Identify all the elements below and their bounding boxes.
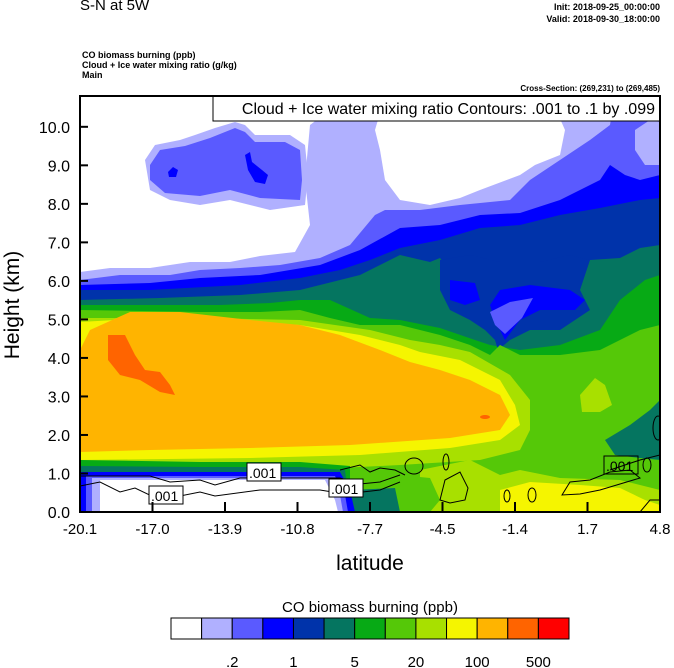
contour-line	[609, 454, 660, 471]
contour-label: .001	[151, 488, 178, 504]
contour-labels: .001 .001 .001 .001	[148, 455, 639, 505]
x-tick-label: -1.4	[502, 521, 528, 538]
contour-line	[442, 453, 450, 471]
cross-section-label: Cross-Section: (269,231) to (269,485)	[520, 84, 660, 93]
x-tick-label: -13.9	[208, 521, 242, 538]
colorbar-label: 5	[351, 654, 359, 668]
upper-cloud-core-1	[168, 167, 178, 177]
plume-darkorange	[108, 335, 175, 395]
valid-time: Valid: 2018-09-30_18:00:00	[546, 14, 660, 24]
init-time: Init: 2018-09-25_00:00:00	[553, 2, 660, 12]
colorbar-label: 1	[289, 654, 297, 668]
x-tick-label: 4.8	[650, 521, 671, 538]
white-pocket	[375, 96, 565, 205]
colorbar-label: 100	[465, 654, 490, 668]
y-tick-label: 4.0	[48, 351, 70, 368]
contour-line	[80, 474, 401, 486]
y-tick-label: 1.0	[48, 466, 70, 483]
time-info: Init: 2018-09-25_00:00:00 Valid: 2018-09…	[546, 1, 660, 25]
x-tick-label: -17.0	[135, 521, 169, 538]
field-list: CO biomass burning (ppb) Cloud + Ice wat…	[82, 50, 237, 80]
contour-label: .001	[249, 465, 276, 481]
co-field	[80, 96, 660, 512]
x-tick-label: -4.5	[430, 521, 456, 538]
plot-title: S-N at 5W	[80, 0, 150, 14]
contour-line	[639, 499, 660, 512]
colorbar-box	[384, 617, 417, 640]
colorbar-box	[292, 617, 325, 640]
colorbar-label: 500	[526, 654, 551, 668]
colorbar-box	[231, 617, 264, 640]
contour-line	[439, 471, 469, 504]
y-tick-label: 10.0	[39, 120, 70, 137]
contour-info-box: Cloud + Ice water mixing ratio Contours:…	[212, 95, 661, 122]
mediumblue-pocket	[490, 298, 533, 334]
colorbar-box	[415, 617, 448, 640]
bottom-yellow	[500, 482, 660, 512]
upper-cloud-core-2	[245, 152, 268, 184]
x-axis-title: latitude	[336, 552, 404, 575]
plume-darkorange-dot	[480, 415, 490, 419]
colorbar-label: 20	[408, 654, 425, 668]
colorbar-label: .2	[226, 654, 239, 668]
field-co: CO biomass burning (ppb)	[82, 50, 196, 60]
colorbar-box	[354, 617, 386, 640]
y-tick-label: 5.0	[48, 312, 70, 329]
contour-label: .001	[331, 481, 358, 497]
contour-label: .001	[606, 458, 633, 474]
field-cloud: Cloud + Ice water mixing ratio (g/kg)	[82, 60, 237, 70]
contour-info-text: Cloud + Ice water mixing ratio Contours:…	[242, 101, 655, 118]
colorbar-box	[537, 617, 570, 640]
x-tick-label: -7.7	[357, 521, 383, 538]
bottom-green	[395, 475, 440, 512]
y-axis: 0.0 1.0 2.0 3.0 4.0 5.0 6.0 7.0 8.0 9.0 10.0	[39, 120, 88, 522]
right-teal-patch	[605, 400, 660, 460]
colorbar-title: CO biomass burning (ppb)	[282, 599, 458, 616]
contour-line	[652, 415, 660, 441]
y-tick-label: 8.0	[48, 197, 70, 214]
colorbar-box	[262, 617, 294, 640]
x-axis: -20.1 -17.0 -13.9 -10.8 -7.7 -4.5 -1.4 1.7 4.8	[63, 502, 671, 538]
colorbar-box	[201, 617, 233, 640]
x-tick-label: -10.8	[280, 521, 314, 538]
y-tick-label: 0.0	[48, 505, 70, 522]
x-tick-label: 1.7	[577, 521, 598, 538]
contour-line	[404, 457, 424, 475]
colorbar: .2 1 5 20 100 500	[170, 617, 570, 668]
field-main: Main	[82, 70, 103, 80]
colorbar-box	[170, 617, 203, 640]
y-tick-label: 3.0	[48, 389, 70, 406]
colorbar-box	[323, 617, 356, 640]
y-tick-label: 2.0	[48, 428, 70, 445]
boundary-layer-white	[100, 480, 338, 512]
y-tick-label: 6.0	[48, 274, 70, 291]
plume-orange	[80, 312, 510, 452]
contour-line	[642, 457, 652, 473]
y-axis-title: Height (km)	[1, 251, 24, 360]
colorbar-box	[507, 617, 539, 640]
x-tick-label: -20.1	[63, 521, 97, 538]
contour-line	[503, 489, 511, 503]
y-tick-label: 7.0	[48, 235, 70, 252]
blue-pocket-1	[450, 280, 480, 305]
contour-line	[527, 487, 537, 503]
right-yellowgreen-patch	[580, 378, 612, 412]
colorbar-box	[476, 617, 509, 640]
y-tick-label: 9.0	[48, 158, 70, 175]
colorbar-box	[446, 617, 478, 640]
top-right-lightblue	[635, 120, 660, 165]
contour-line	[339, 464, 406, 476]
blue-pocket-2	[490, 285, 585, 340]
